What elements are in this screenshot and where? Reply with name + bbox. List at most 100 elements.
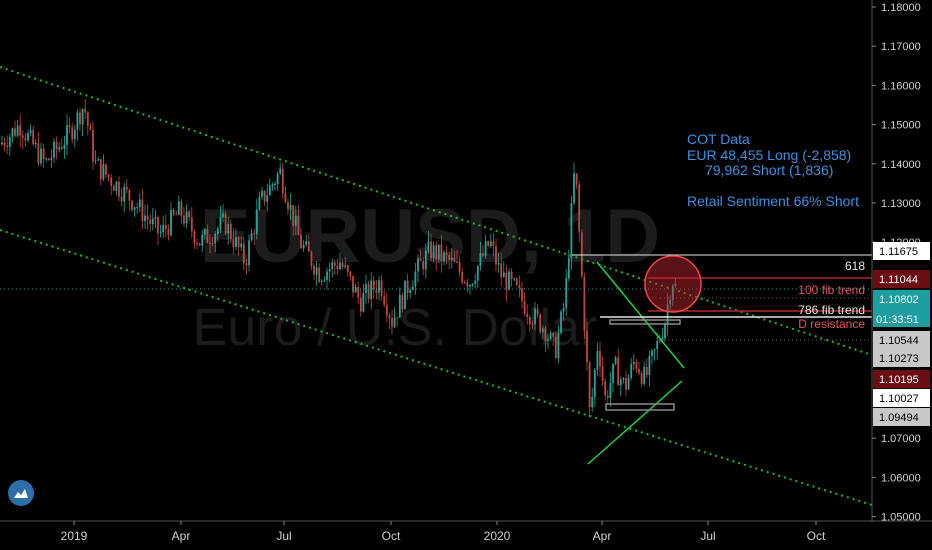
candle-body	[232, 239, 235, 248]
candle-body	[292, 205, 295, 227]
candle-body	[354, 287, 357, 293]
candle-body	[443, 252, 445, 262]
candle-body	[336, 265, 339, 270]
candle-body	[362, 292, 365, 312]
candle-body	[107, 174, 110, 178]
candle-body	[180, 201, 183, 216]
candle-body	[237, 237, 240, 248]
candle-body	[383, 296, 386, 305]
candle-body	[328, 268, 331, 272]
cloud-chart-icon	[14, 489, 28, 498]
candle-body	[661, 338, 664, 341]
watermark: EURUSD, 1D Euro / U.S. Dollar	[193, 194, 660, 357]
candle-body	[29, 129, 32, 134]
price-axis-bg	[872, 0, 932, 521]
candle-body	[466, 282, 469, 287]
candle-body	[42, 148, 45, 160]
candle-body	[489, 241, 492, 247]
candle-body	[224, 213, 227, 234]
candle-body	[248, 240, 250, 266]
candle-body	[268, 184, 271, 196]
candle-body	[55, 141, 58, 150]
candle-body	[417, 258, 419, 272]
candle-body	[339, 262, 341, 270]
candle-body	[235, 237, 237, 248]
candle-body	[666, 304, 669, 325]
annotation-line: EUR 48,455 Long (-2,858)	[687, 147, 851, 163]
candle-body	[456, 261, 458, 263]
price-tick-label: 1.18000	[881, 2, 921, 14]
candle-body	[508, 271, 510, 290]
candle-body	[68, 125, 71, 128]
candle-body	[531, 324, 534, 326]
candle-body	[164, 224, 167, 229]
candle-body	[125, 186, 128, 190]
candle-body	[515, 278, 518, 286]
candle-body	[573, 173, 575, 204]
candle-body	[99, 159, 102, 180]
candle-body	[562, 307, 565, 312]
resistance-highlight-circle	[644, 255, 702, 313]
candle-body	[284, 193, 287, 203]
candle-body	[541, 328, 544, 333]
price-badge-label: 1.10544	[879, 335, 919, 347]
candle-body	[162, 224, 165, 233]
candle-body	[53, 141, 55, 158]
candle-body	[146, 215, 149, 220]
cloud-logo-icon[interactable]	[8, 480, 34, 506]
candle-body	[528, 316, 531, 325]
candle-body	[648, 355, 651, 376]
candle-body	[86, 112, 89, 127]
candle-body	[510, 271, 513, 279]
candle-body	[27, 133, 29, 141]
candle-body	[167, 228, 170, 236]
candle-body	[63, 144, 66, 149]
candle-body	[632, 362, 635, 364]
candle-body	[76, 112, 79, 130]
level-label: D resistance	[798, 317, 865, 331]
candle-body	[557, 332, 560, 359]
price-axis[interactable]: 1.18000 1.17000 1.16000 1.15000 1.14000 1.130…	[872, 2, 921, 524]
candle-body	[209, 242, 211, 244]
candle-body	[154, 217, 157, 219]
candle-body	[177, 201, 180, 215]
candle-body	[333, 262, 336, 266]
time-tick-label: Jul	[276, 529, 291, 543]
candle-body	[619, 379, 622, 386]
candle-body	[206, 229, 209, 243]
candle-body	[409, 290, 412, 294]
candle-body	[432, 245, 435, 259]
candle-body	[419, 258, 422, 261]
candle-body	[105, 164, 107, 175]
candle-body	[578, 184, 581, 233]
candle-body	[614, 357, 617, 364]
candle-body	[575, 173, 578, 185]
candle-body	[45, 158, 48, 160]
candle-body	[380, 280, 383, 297]
candle-body	[297, 215, 300, 235]
candle-body	[123, 186, 126, 202]
candle-body	[240, 243, 243, 248]
candle-body	[479, 253, 482, 266]
level-label: 100 fib trend	[798, 283, 865, 297]
price-badge: 1.10195	[873, 370, 930, 388]
price-badge-label: 1.10273	[879, 353, 919, 365]
candle-body	[651, 350, 653, 356]
candle-body	[110, 177, 113, 187]
candle-body	[21, 135, 24, 138]
candle-body	[635, 362, 638, 369]
candle-body	[671, 285, 674, 301]
candle-body	[593, 369, 596, 397]
channel-lower-line	[0, 229, 873, 506]
time-axis[interactable]: 2019 Apr Jul Oct 2020 Apr Jul Oct	[61, 521, 826, 543]
candle-body	[193, 231, 196, 244]
candle-body	[271, 184, 274, 186]
candle-body	[138, 199, 141, 208]
countdown-label: 01:33:51	[876, 314, 919, 326]
candle-body	[450, 257, 453, 260]
candle-body	[136, 207, 139, 209]
candle-body	[34, 142, 37, 145]
candle-body	[352, 276, 354, 293]
